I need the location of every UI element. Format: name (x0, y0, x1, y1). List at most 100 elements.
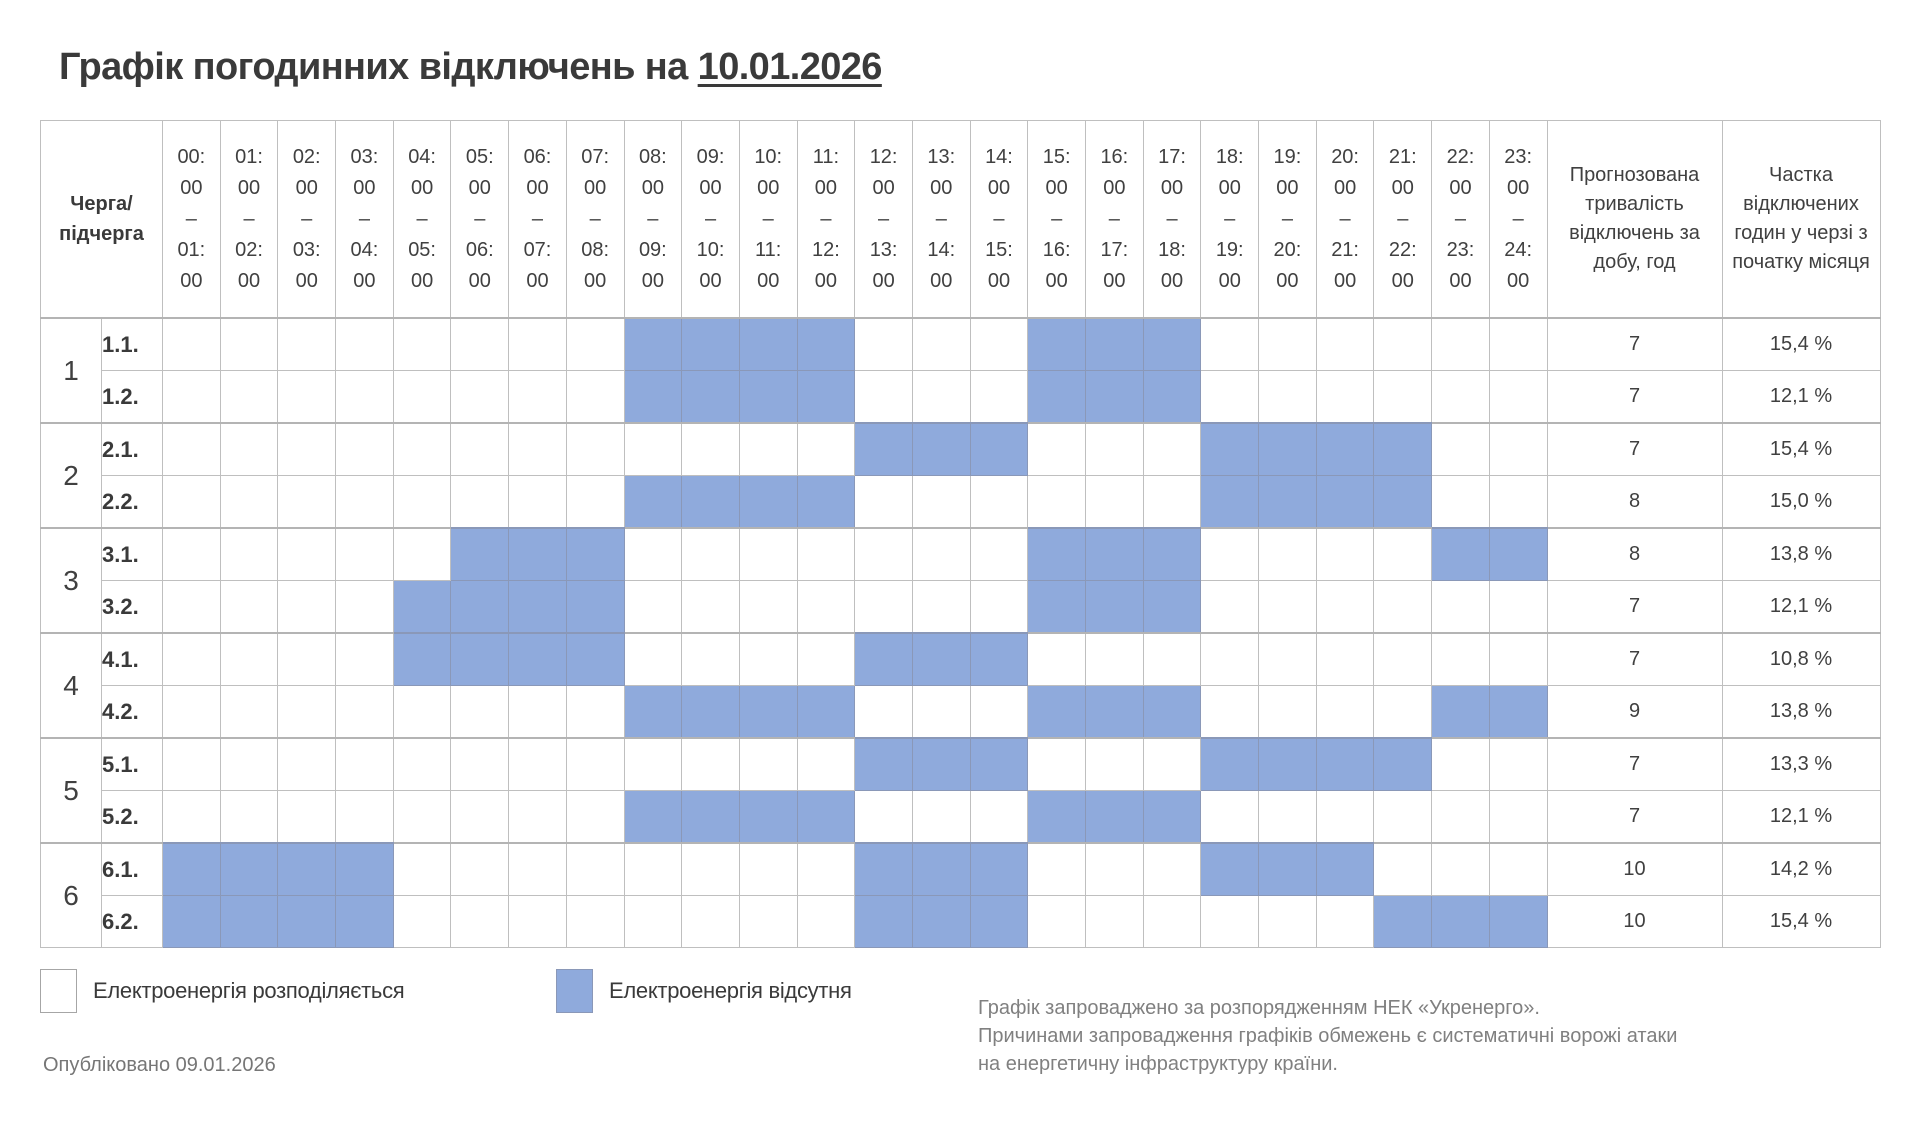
hour-cell-power-on (450, 842, 510, 896)
hour-header-part: 06: (465, 238, 494, 261)
hour-cell-power-on (911, 580, 971, 634)
hour-cell-power-on (335, 370, 394, 424)
hour-cell-power-off (796, 790, 856, 844)
hour-header: 09: 00 – 10: 00 (681, 120, 740, 319)
hour-header-part: – (1166, 207, 1178, 230)
hour-cell-power-on (1200, 685, 1260, 739)
hour-header-part: 00 (353, 269, 376, 292)
hour-cell-power-off (1373, 737, 1433, 791)
hour-header-part: 10: (696, 238, 725, 261)
power-off-swatch (556, 969, 593, 1013)
share-value: 15,4 % (1721, 895, 1881, 948)
hour-header: 18: 00 – 19: 00 (1200, 120, 1260, 319)
hour-header-part: 00 (410, 176, 434, 199)
hour-cell-power-on (162, 475, 221, 529)
hour-cell-power-on (1200, 527, 1260, 581)
hour-cell-power-off (277, 895, 337, 948)
hour-cell-power-on (1200, 790, 1260, 844)
hour-cell-power-off (681, 685, 740, 739)
hour-cell-power-on (392, 422, 452, 476)
hour-cell-power-off (1085, 580, 1144, 634)
hour-cell-power-on (623, 842, 683, 896)
hour-cell-power-on (854, 580, 913, 634)
hour-cell-power-off (796, 370, 856, 424)
hour-cell-power-on (1258, 632, 1317, 686)
hour-cell-power-on (796, 632, 856, 686)
hour-cell-power-on (911, 790, 971, 844)
queue-header-line1: Черга/ (70, 193, 133, 215)
queue-number: 1 (40, 317, 102, 424)
hour-cell-power-on (623, 632, 683, 686)
hour-cell-power-off (450, 632, 510, 686)
hour-cell-power-off (219, 842, 279, 896)
hour-cell-power-on (1373, 685, 1433, 739)
hour-cell-power-off (1373, 475, 1433, 529)
hour-header-part: 00 (180, 269, 203, 292)
hour-header-part: 00 (1276, 269, 1299, 292)
hour-header-part: 14: (927, 238, 956, 261)
hour-cell-power-on (508, 790, 567, 844)
hour-cell-power-on (1258, 317, 1317, 371)
hour-header-part: 02: (292, 145, 321, 168)
hour-header: 16: 00 – 17: 00 (1085, 120, 1144, 319)
hour-cell-power-on (450, 475, 510, 529)
hour-cell-power-on (681, 580, 740, 634)
hour-cell-power-on (219, 790, 279, 844)
hour-cell-power-on (565, 475, 625, 529)
hour-header-part: 00 (699, 176, 722, 199)
hour-cell-power-off (565, 580, 625, 634)
hour-header-part: 00 (1507, 269, 1530, 292)
hour-cell-power-on (681, 737, 740, 791)
hour-cell-power-on (738, 527, 798, 581)
hour-cell-power-off (738, 685, 798, 739)
note-line: Графік запроваджено за розпорядженням НЕ… (978, 997, 1540, 1019)
hour-cell-power-off (796, 475, 856, 529)
hour-header-part: – (1339, 207, 1351, 230)
hour-cell-power-on (854, 317, 913, 371)
hour-cell-power-on (1142, 475, 1202, 529)
hour-cell-power-on (854, 685, 913, 739)
hour-header-part: 21: (1331, 238, 1359, 261)
hour-cell-power-on (508, 895, 567, 948)
hour-header-part: 00 (1449, 269, 1472, 292)
hour-cell-power-off (508, 580, 567, 634)
hour-header: 01: 00 – 02: 00 (219, 120, 279, 319)
hour-header-part: 09: (696, 145, 725, 168)
hour-header-part: 00 (1391, 176, 1414, 199)
hour-cell-power-off (854, 895, 913, 948)
hour-cell-power-on (1085, 895, 1144, 948)
hour-header-part: – (993, 207, 1005, 230)
hour-cell-power-on (392, 895, 452, 948)
table-header-row: Черга/ підчерга 00: 00–01: 00 01: 00–02: 00 02… (40, 120, 1881, 319)
hour-cell-power-on (508, 475, 567, 529)
hour-cell-power-on (1027, 632, 1086, 686)
hour-header-part: 00 (1507, 176, 1530, 199)
hour-cell-power-off (508, 527, 567, 581)
hour-cell-power-on (219, 370, 279, 424)
hour-cell-power-off (219, 895, 279, 948)
hour-header-part: 12: (869, 145, 898, 168)
hour-cell-power-on (335, 475, 394, 529)
hour-header-part: 00 (1045, 269, 1068, 292)
share-value: 13,8 % (1721, 685, 1881, 739)
hour-cell-power-on (1431, 737, 1490, 791)
hour-cell-power-on (392, 842, 452, 896)
hour-cell-power-on (335, 527, 394, 581)
hour-header: 17: 00 – 18: 00 (1142, 120, 1202, 319)
hour-cell-power-on (1373, 370, 1433, 424)
hour-header-part: 22: (1446, 145, 1475, 168)
hour-header-part: 06: (523, 145, 552, 168)
hour-header-part: 00 (987, 269, 1011, 292)
share-value: 15,0 % (1721, 475, 1881, 529)
hour-cell-power-on (1488, 790, 1548, 844)
hour-cell-power-on (565, 790, 625, 844)
hour-cell-power-on (277, 790, 337, 844)
legend-power-off-label: Електроенергія відсутня (609, 978, 852, 1003)
hour-cell-power-on (1200, 580, 1260, 634)
duration-value: 9 (1546, 685, 1723, 739)
hour-cell-power-on (1488, 632, 1548, 686)
hour-cell-power-on (162, 685, 221, 739)
subqueue-label: 4.2. (101, 685, 163, 739)
hour-cell-power-off (450, 527, 510, 581)
hour-header-part: – (820, 207, 832, 230)
